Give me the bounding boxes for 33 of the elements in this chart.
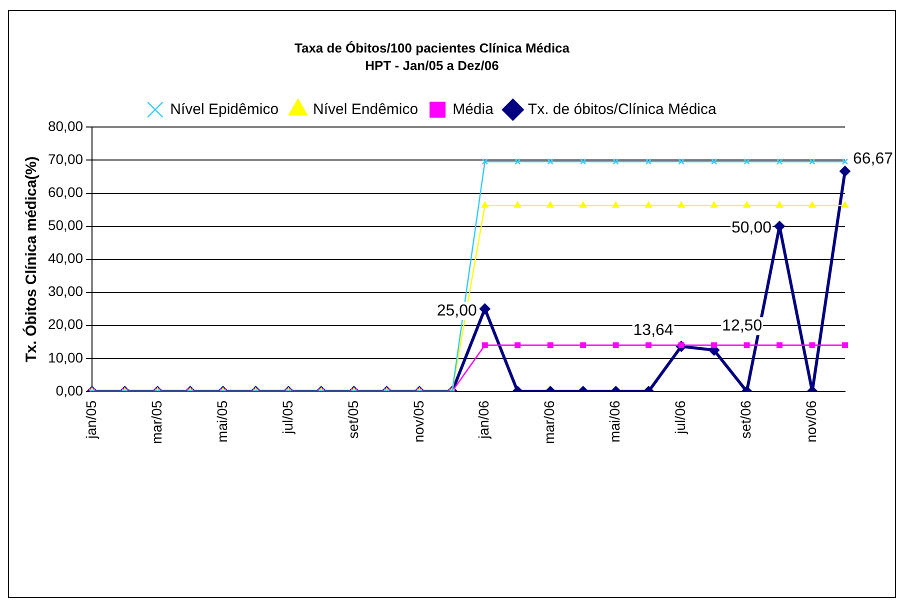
y-tick-label: 10,00 [48,349,84,366]
y-axis-title: Tx. Óbitos Clínica médica(%) [22,156,40,362]
data-label: 50,00 [731,220,772,237]
legend-label: Tx. de óbitos/Clínica Médica [528,100,718,118]
x-tick-label: mai/05 [214,400,230,442]
x-tick-label: mar/06 [541,400,558,444]
legend-label: Nível Epidêmico [170,100,279,118]
x-tick-label: mai/06 [606,400,623,442]
x-tick-label: set/06 [738,400,754,439]
x-tick-label: jul/06 [672,400,688,435]
x-tick-label: jan/06 [476,400,492,440]
y-tick-label: 50,00 [48,217,84,234]
y-tick-label: 80,00 [48,118,84,134]
y-tick-label: 40,00 [48,250,84,266]
legend-label: Média [452,100,494,118]
x-tick-label: set/05 [344,400,361,439]
x-tick-label: mar/05 [148,400,164,444]
data-label: 13,64 [633,322,674,339]
y-tick-label: 20,00 [48,316,84,332]
data-label: 25,00 [436,302,477,320]
legend-label: Nível Endêmico [313,100,418,118]
chart-title: Taxa de Óbitos/100 pacientes Clínica Médica [294,40,570,56]
y-tick-label: 0,00 [56,382,84,398]
y-tick-label: 60,00 [48,184,84,200]
x-tick-label: jan/05 [82,400,99,440]
x-tick-label: nov/05 [410,400,426,442]
chart-subtitle: HPT - Jan/05 a Dez/06 [365,58,499,73]
x-tick-label: jul/05 [279,400,296,435]
y-tick-label: 70,00 [48,151,84,168]
x-tick-label: nov/06 [803,400,820,442]
data-label: 12,50 [722,318,762,335]
data-label: 66,67 [853,150,894,168]
y-tick-label: 30,00 [48,283,84,300]
